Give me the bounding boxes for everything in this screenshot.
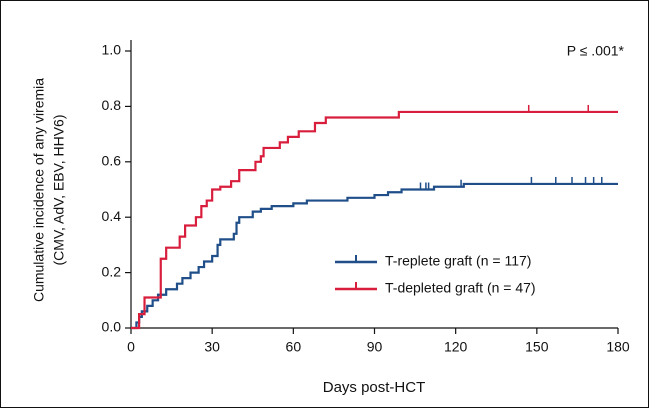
p-value: P ≤ .001* xyxy=(567,43,625,59)
x-tick-label: 0 xyxy=(127,339,135,355)
y-tick-label: 0.8 xyxy=(102,97,122,113)
x-tick-label: 30 xyxy=(204,339,220,355)
y-tick-label: 0.2 xyxy=(102,263,122,279)
survival-curve xyxy=(131,182,618,330)
x-tick-label: 60 xyxy=(286,339,302,355)
y-tick-label: 1.0 xyxy=(102,42,122,58)
x-tick-label: 120 xyxy=(444,339,468,355)
y-tick-label: 0.4 xyxy=(102,208,122,224)
legend-label: T-depleted graft (n = 47) xyxy=(385,280,536,296)
x-tick-label: 150 xyxy=(525,339,549,355)
survival-curve xyxy=(131,110,618,330)
y-axis-label: (CMV, AdV, EBV, HHV6) xyxy=(51,115,67,266)
y-tick-label: 0.6 xyxy=(102,153,122,169)
x-axis-label: Days post-HCT xyxy=(323,379,426,396)
legend-label: T-replete graft (n = 117) xyxy=(385,253,531,269)
x-tick-label: 90 xyxy=(367,339,383,355)
y-tick-label: 0.0 xyxy=(102,319,122,335)
y-axis-label: Cumulative incidence of any viremia xyxy=(31,78,47,302)
x-tick-label: 180 xyxy=(606,339,630,355)
